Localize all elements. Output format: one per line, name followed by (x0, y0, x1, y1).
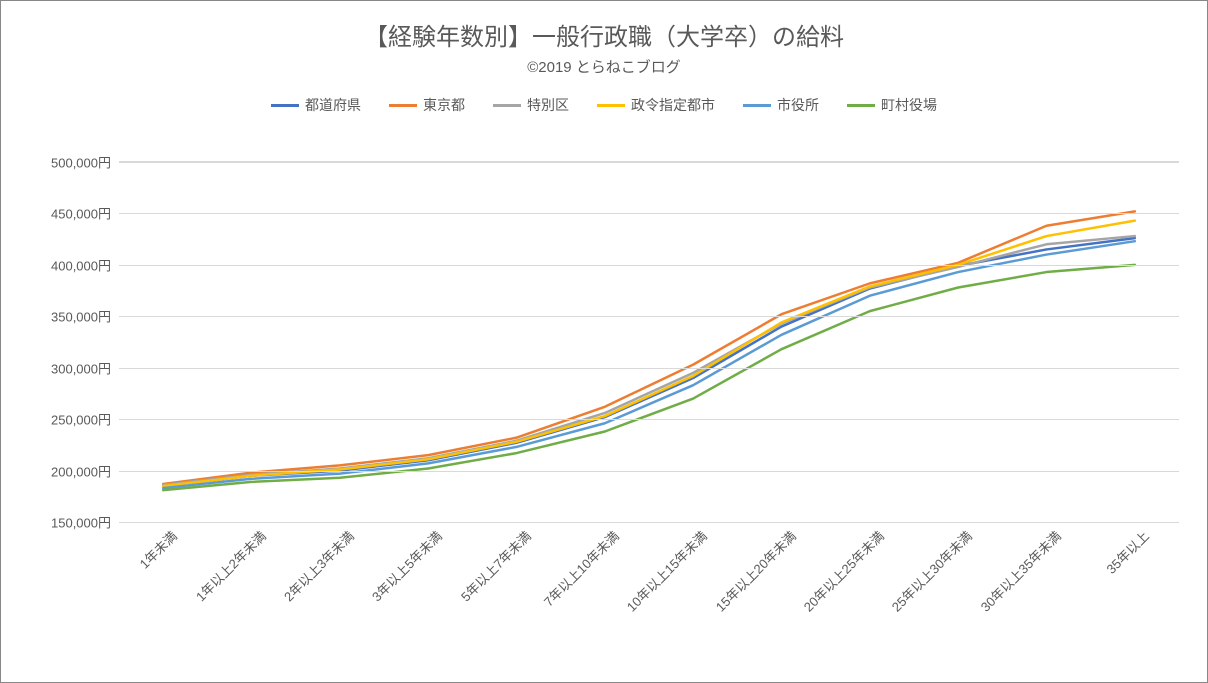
gridline (119, 265, 1179, 266)
legend-label: 東京都 (423, 95, 465, 115)
x-axis-label: 1年未満 (130, 522, 180, 572)
chart-subtitle: ©2019 とらねこブログ (1, 56, 1207, 77)
series-line (163, 241, 1135, 488)
legend-item: 特別区 (493, 95, 569, 115)
series-line (163, 265, 1135, 490)
x-axis-label: 15年以上20年未満 (706, 522, 799, 615)
legend-item: 東京都 (389, 95, 465, 115)
y-axis-label: 400,000円 (51, 255, 119, 274)
y-axis-label: 250,000円 (51, 410, 119, 429)
legend-swatch (389, 104, 417, 107)
legend-label: 特別区 (527, 95, 569, 115)
gridline (119, 471, 1179, 472)
x-axis-label: 1年以上2年未満 (186, 522, 269, 605)
legend-swatch (493, 104, 521, 107)
series-line (163, 236, 1135, 485)
series-line (163, 238, 1135, 486)
gridline (119, 368, 1179, 369)
legend-label: 政令指定都市 (631, 95, 715, 115)
y-axis-label: 150,000円 (51, 513, 119, 532)
x-axis-label: 10年以上15年未満 (618, 522, 711, 615)
y-axis-label: 200,000円 (51, 461, 119, 480)
series-line (163, 211, 1135, 484)
gridline (119, 213, 1179, 214)
legend-swatch (743, 104, 771, 107)
gridline (119, 419, 1179, 420)
gridline (119, 162, 1179, 163)
gridline (119, 316, 1179, 317)
y-axis-label: 450,000円 (51, 204, 119, 223)
x-axis-label: 20年以上25年未満 (794, 522, 887, 615)
x-axis-label: 30年以上35年未満 (971, 522, 1064, 615)
x-axis-label: 7年以上10年未満 (534, 522, 622, 610)
y-axis-label: 500,000円 (51, 153, 119, 172)
x-axis-label: 2年以上3年未満 (274, 522, 357, 605)
x-axis-label: 25年以上30年未満 (883, 522, 976, 615)
legend-label: 市役所 (777, 95, 819, 115)
chart-container: 【経験年数別】一般行政職（大学卒）の給料 ©2019 とらねこブログ 都道府県 東… (0, 0, 1208, 683)
y-axis-label: 300,000円 (51, 358, 119, 377)
gridline (119, 522, 1179, 523)
legend-item: 都道府県 (271, 95, 361, 115)
line-series-svg (119, 162, 1179, 522)
plot-area: 150,000円200,000円250,000円300,000円350,000円… (119, 161, 1179, 522)
legend-swatch (847, 104, 875, 107)
legend-item: 町村役場 (847, 95, 937, 115)
y-axis-label: 350,000円 (51, 307, 119, 326)
x-axis-label: 5年以上7年未満 (451, 522, 534, 605)
chart-title: 【経験年数別】一般行政職（大学卒）の給料 (1, 1, 1207, 52)
x-axis-label: 35年以上 (1097, 522, 1152, 577)
x-axis-label: 3年以上5年未満 (363, 522, 446, 605)
legend-item: 政令指定都市 (597, 95, 715, 115)
legend-label: 都道府県 (305, 95, 361, 115)
legend-swatch (271, 104, 299, 107)
legend-swatch (597, 104, 625, 107)
legend: 都道府県 東京都 特別区 政令指定都市 市役所 町村役場 (1, 95, 1207, 115)
legend-item: 市役所 (743, 95, 819, 115)
legend-label: 町村役場 (881, 95, 937, 115)
